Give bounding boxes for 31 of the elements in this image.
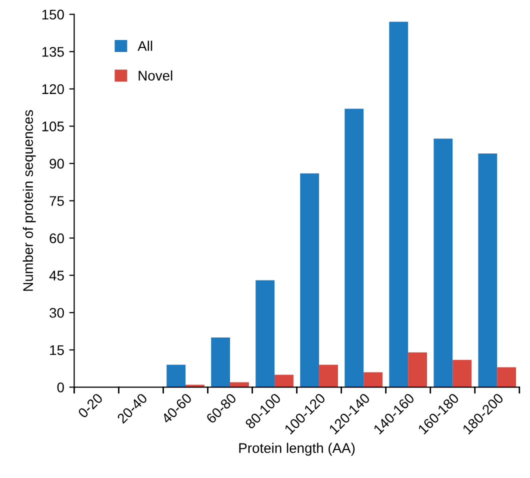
y-tick-label: 30: [50, 308, 64, 318]
y-tick-label: 75: [50, 196, 64, 206]
y-axis-title: Number of protein sequences: [22, 110, 36, 291]
y-tick-label: 0: [57, 382, 64, 392]
y-tick-label: 150: [42, 10, 64, 20]
bar: [408, 352, 428, 388]
legend-label: Novel: [138, 70, 172, 81]
bar: [497, 367, 516, 388]
bar: [344, 108, 364, 388]
bar: [319, 364, 338, 388]
bar: [389, 22, 408, 388]
x-tick-label: 0-20: [77, 392, 104, 419]
bar: [300, 173, 320, 388]
y-tick-label: 90: [50, 158, 64, 169]
bar: [274, 374, 294, 388]
bar: [452, 360, 472, 388]
bar: [211, 337, 230, 388]
y-tick-label: 120: [42, 84, 64, 94]
y-tick-label: 60: [50, 233, 64, 244]
y-tick-label: 45: [49, 270, 64, 280]
bar: [230, 382, 249, 388]
bar: [478, 154, 498, 388]
legend-label: All: [138, 40, 152, 51]
y-tick-label: 105: [42, 122, 64, 132]
bar: [166, 364, 186, 388]
y-tick-label: 15: [50, 345, 64, 356]
bar: [364, 372, 382, 388]
bar: [256, 280, 275, 388]
x-axis-title: Protein length (AA): [239, 442, 355, 456]
bar: [434, 138, 453, 388]
y-tick-label: 135: [42, 46, 64, 57]
